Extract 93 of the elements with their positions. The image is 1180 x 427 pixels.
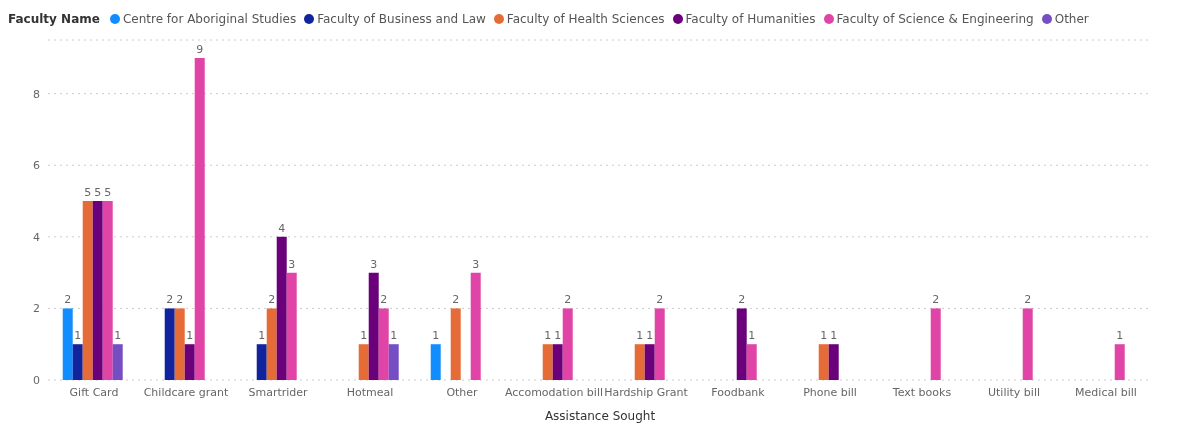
data-label: 3 <box>472 257 480 271</box>
data-label: 1 <box>544 329 552 343</box>
bar <box>818 344 829 380</box>
bar <box>562 308 573 380</box>
bar <box>72 344 83 380</box>
y-tick-label: 2 <box>33 302 40 316</box>
data-label: 3 <box>288 257 296 271</box>
legend-label: Faculty of Business and Law <box>316 12 486 26</box>
x-tick-label: Other <box>446 385 479 399</box>
bar <box>174 308 185 380</box>
data-label: 2 <box>656 293 664 307</box>
bar <box>164 308 175 380</box>
data-label: 1 <box>554 329 562 343</box>
x-tick-label: Accomodation bill <box>504 385 604 399</box>
bar <box>552 344 563 380</box>
x-tick-label: Hardship Grant <box>604 385 689 399</box>
data-label: 1 <box>748 329 756 343</box>
bar <box>194 57 205 380</box>
legend-label: Faculty of Science & Engineering <box>835 12 1034 26</box>
x-tick-label: Foodbank <box>711 385 766 399</box>
legend-label: Other <box>1053 12 1089 26</box>
data-label: 1 <box>390 329 398 343</box>
data-label: 1 <box>74 329 82 343</box>
bar <box>62 308 73 380</box>
bar <box>634 344 645 380</box>
y-tick-label: 4 <box>33 230 40 244</box>
bar <box>368 272 379 380</box>
bar <box>102 201 113 380</box>
bar <box>378 308 389 380</box>
legend-title: Faculty Name <box>8 12 100 26</box>
bar <box>450 308 461 380</box>
data-label: 1 <box>432 329 440 343</box>
data-label: 2 <box>1024 293 1032 307</box>
data-label: 2 <box>452 293 460 307</box>
bar <box>746 344 757 380</box>
legend-label: Faculty of Humanities <box>684 12 816 26</box>
data-label: 1 <box>114 329 122 343</box>
bar <box>388 344 399 380</box>
legend-label: Faculty of Health Sciences <box>505 12 665 26</box>
data-label: 1 <box>820 329 828 343</box>
bar <box>736 308 747 380</box>
bar <box>358 344 369 380</box>
x-tick-label: Gift Card <box>69 385 119 399</box>
bar <box>82 201 93 380</box>
data-label: 1 <box>258 329 266 343</box>
bar <box>644 344 655 380</box>
data-label: 2 <box>268 293 276 307</box>
data-label: 2 <box>380 293 388 307</box>
data-label: 4 <box>278 221 286 235</box>
data-label: 1 <box>1116 329 1124 343</box>
bar <box>276 236 287 380</box>
x-tick-label: Childcare grant <box>143 385 229 399</box>
data-label: 2 <box>176 293 184 307</box>
bar <box>654 308 665 380</box>
bar <box>1114 344 1125 380</box>
y-tick-label: 8 <box>33 87 40 101</box>
bar <box>1022 308 1033 380</box>
data-label: 2 <box>738 293 746 307</box>
bar <box>930 308 941 380</box>
x-tick-label: Phone bill <box>803 385 857 399</box>
data-label: 2 <box>932 293 940 307</box>
legend-label: Centre for Aboriginal Studies <box>121 12 297 26</box>
data-label: 1 <box>830 329 838 343</box>
x-tick-label: Utility bill <box>987 385 1041 399</box>
data-label: 3 <box>370 257 378 271</box>
data-label: 2 <box>64 293 72 307</box>
data-label: 1 <box>186 329 194 343</box>
bar <box>92 201 103 380</box>
data-label: 5 <box>104 186 112 200</box>
bar <box>430 344 441 380</box>
bar <box>828 344 839 380</box>
y-tick-label: 6 <box>33 159 40 173</box>
data-label: 5 <box>84 186 92 200</box>
bar <box>542 344 553 380</box>
data-label: 2 <box>166 293 174 307</box>
x-tick-label: Medical bill <box>1075 385 1137 399</box>
x-tick-label: Smartrider <box>248 385 309 399</box>
data-label: 1 <box>646 329 654 343</box>
data-label: 2 <box>564 293 572 307</box>
bar <box>266 308 277 380</box>
bar <box>256 344 267 380</box>
data-label: 9 <box>196 42 204 56</box>
bar <box>184 344 195 380</box>
x-axis-title: Assistance Sought <box>544 409 656 423</box>
x-tick-label: Text books <box>891 385 952 399</box>
data-label: 1 <box>636 329 644 343</box>
data-label: 1 <box>360 329 368 343</box>
x-tick-label: Hotmeal <box>346 385 394 399</box>
y-tick-label: 0 <box>33 373 40 387</box>
bar <box>470 272 481 380</box>
bar <box>112 344 123 380</box>
data-label: 5 <box>94 186 102 200</box>
bar <box>286 272 297 380</box>
